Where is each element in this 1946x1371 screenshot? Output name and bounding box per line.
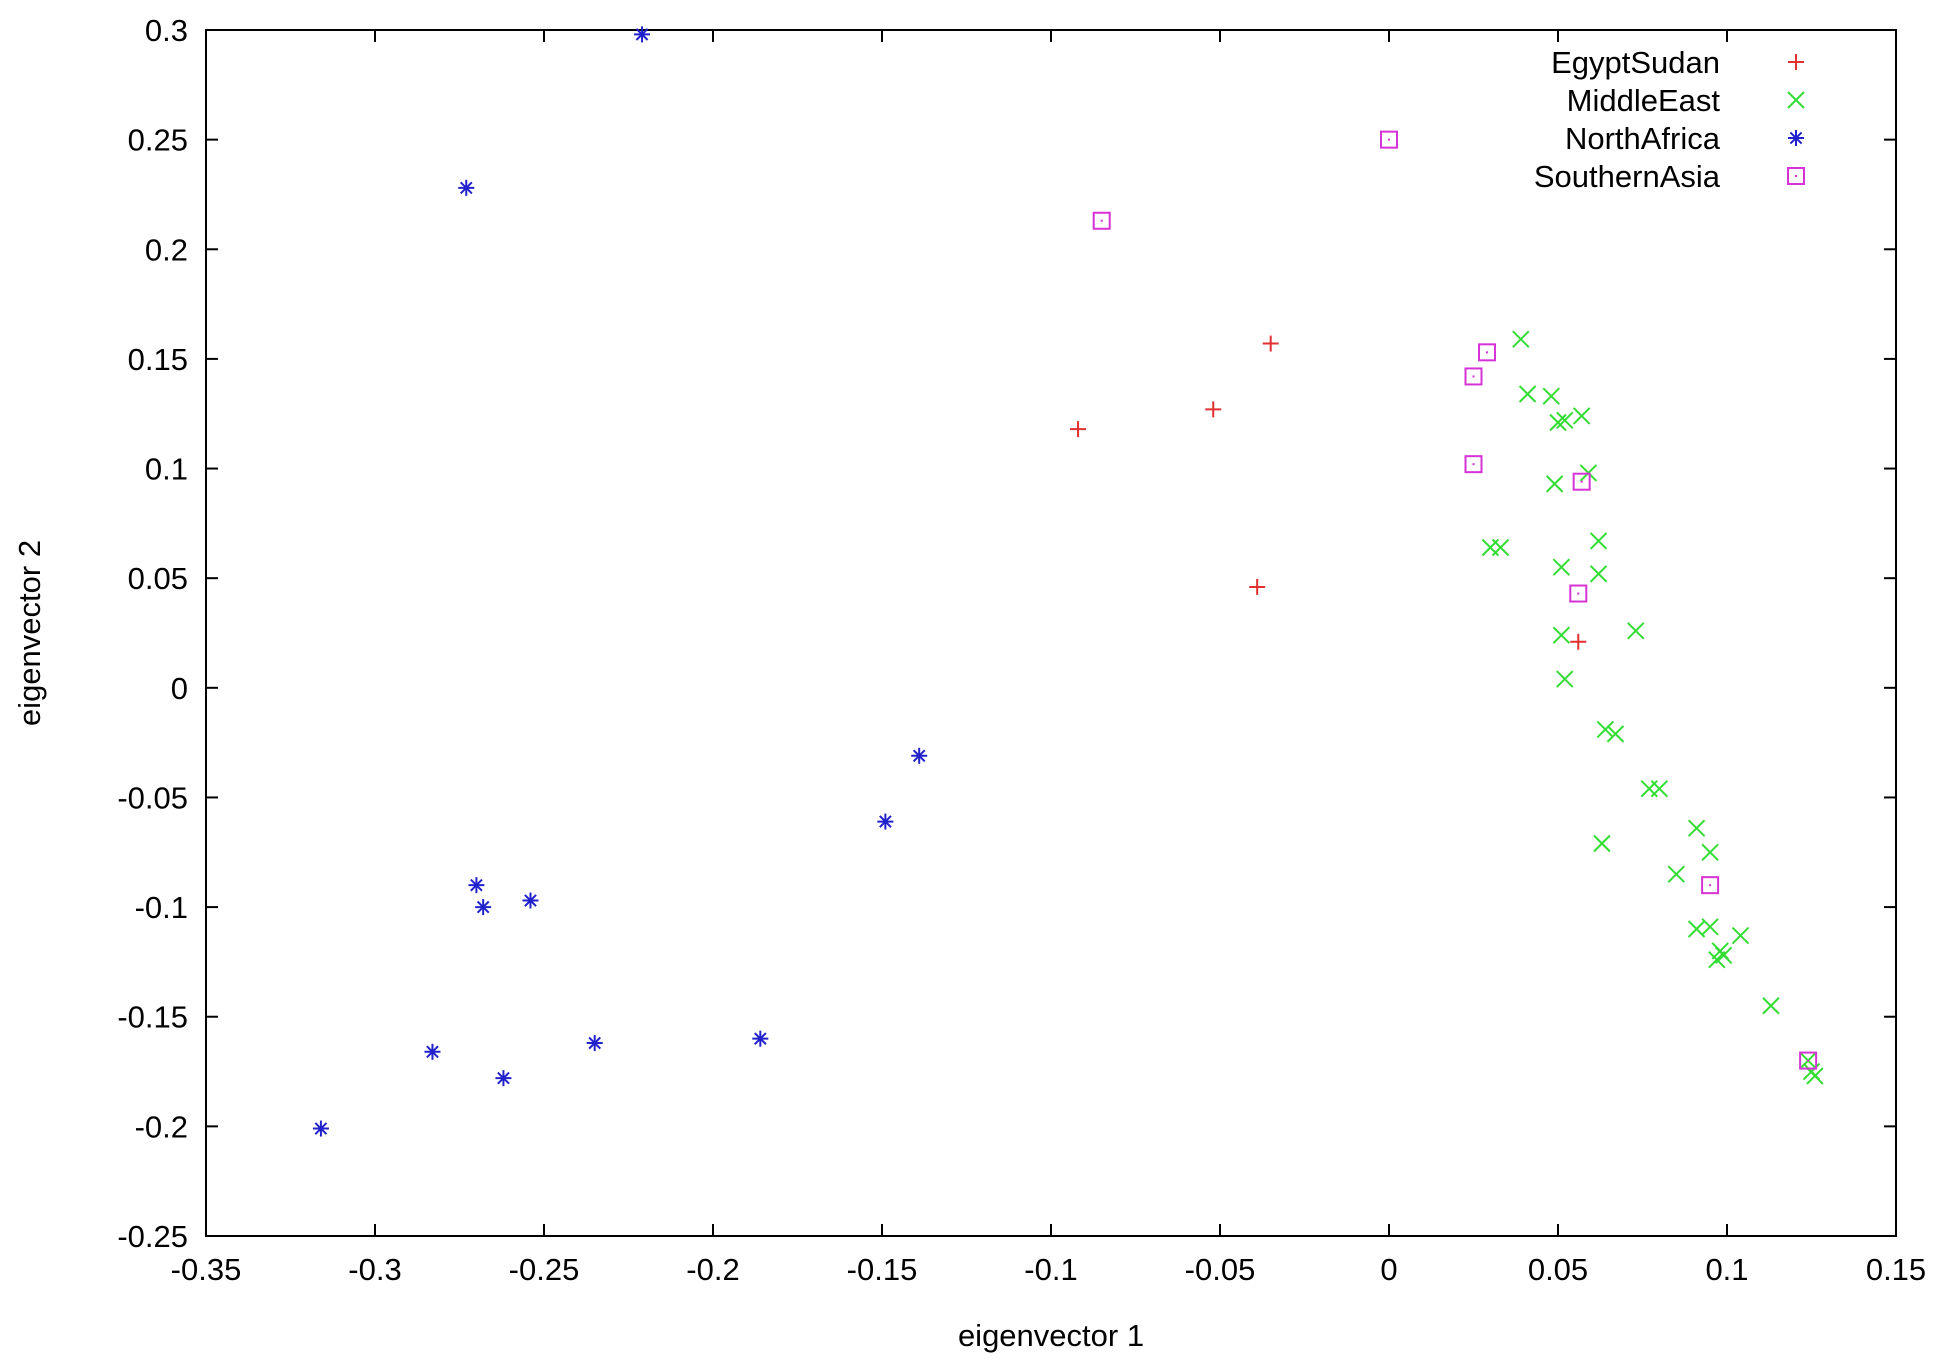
legend-item-egyptsudan: EgyptSudan (1551, 45, 1804, 80)
data-point (634, 26, 651, 43)
data-point (1556, 670, 1574, 688)
legend-label: MiddleEast (1567, 83, 1721, 118)
data-point (1701, 843, 1719, 861)
data-point (752, 1030, 769, 1047)
data-point (1701, 876, 1720, 895)
data-point (1518, 385, 1537, 403)
data-point (1762, 997, 1780, 1015)
legend: EgyptSudanMiddleEastNorthAfricaSouthernA… (1534, 45, 1805, 194)
data-point (424, 1043, 441, 1060)
y-tick-label: -0.1 (135, 890, 188, 925)
x-tick-label: -0.2 (686, 1252, 739, 1287)
data-point (1512, 330, 1530, 348)
data-point (1569, 584, 1588, 603)
data-point (1545, 475, 1564, 493)
data-point (1464, 455, 1483, 474)
legend-label: SouthernAsia (1534, 159, 1721, 194)
data-point (1549, 413, 1567, 432)
x-tick-label: -0.35 (171, 1252, 242, 1287)
series-middleeast (1481, 330, 1824, 1085)
data-point (1701, 918, 1719, 936)
data-point (1593, 834, 1611, 853)
y-tick-label: -0.2 (135, 1109, 188, 1144)
data-point (1572, 472, 1591, 491)
legend-label: EgyptSudan (1551, 45, 1720, 80)
series-egyptsudan (1070, 335, 1587, 650)
axis-ticks: -0.35 -0.3 -0.25 -0.2 -0.15 -0.1 -0.05 0 0.05 0.1… (117, 13, 1926, 1287)
y-tick-label: 0.05 (128, 561, 188, 596)
y-tick-label: 0.25 (128, 123, 188, 158)
y-tick-label: -0.05 (117, 780, 188, 815)
y-tick-label: 0.3 (145, 13, 188, 48)
x-tick-label: -0.15 (847, 1252, 918, 1287)
x-tick-label: 0.15 (1866, 1252, 1926, 1287)
legend-marker (1787, 167, 1805, 185)
data-point (1542, 387, 1560, 405)
data-point (495, 1070, 512, 1087)
y-tick-label: 0.2 (145, 232, 188, 267)
data-point (1806, 1067, 1824, 1085)
legend-marker (1788, 54, 1804, 70)
x-tick-label: 0.1 (1705, 1252, 1748, 1287)
data-point (1205, 401, 1222, 418)
legend-marker (1788, 130, 1804, 146)
data-point (468, 877, 485, 894)
y-tick-label: 0 (171, 671, 188, 706)
data-point (1092, 211, 1111, 230)
data-point (1070, 421, 1087, 438)
x-tick-label: -0.05 (1185, 1252, 1256, 1287)
data-point (1478, 343, 1497, 362)
data-point (1249, 578, 1266, 595)
data-point (1262, 335, 1279, 352)
data-point (877, 813, 894, 830)
y-tick-label: 0.1 (145, 452, 188, 487)
x-tick-label: -0.1 (1024, 1252, 1077, 1287)
legend-item-southernasia: SouthernAsia (1534, 159, 1805, 194)
y-tick-label: -0.25 (117, 1219, 188, 1254)
data-point (1589, 565, 1608, 583)
x-axis-label: eigenvector 1 (958, 1318, 1144, 1353)
x-tick-label: -0.25 (509, 1252, 580, 1287)
y-tick-label: -0.15 (117, 1000, 188, 1035)
plot-frame (205, 29, 1897, 1237)
x-tick-label: 0.05 (1528, 1252, 1588, 1287)
data-point (1731, 926, 1750, 945)
data-point (911, 747, 928, 764)
y-tick-label: 0.15 (128, 342, 188, 377)
data-point (1606, 725, 1625, 743)
data-point (1570, 633, 1587, 650)
legend-marker (1787, 91, 1805, 109)
data-point (312, 1120, 329, 1137)
y-axis-label: eigenvector 2 (12, 540, 47, 726)
plot-area (205, 29, 1897, 1237)
data-point (586, 1035, 603, 1052)
data-point (1380, 130, 1398, 149)
data-markers (312, 26, 1824, 1137)
data-point (522, 892, 539, 909)
data-point (475, 899, 492, 916)
data-point (1464, 367, 1483, 386)
data-point (1491, 538, 1510, 557)
data-point (1596, 720, 1615, 739)
data-point (1799, 1051, 1818, 1070)
legend-item-middleeast: MiddleEast (1567, 83, 1805, 118)
x-tick-label: -0.3 (348, 1252, 401, 1287)
series-southernasia (1092, 130, 1818, 1070)
series-northafrica (312, 26, 928, 1137)
data-point (1552, 558, 1571, 576)
data-point (1589, 532, 1608, 550)
data-point (1687, 819, 1706, 837)
data-point (1572, 407, 1591, 425)
data-point (1667, 865, 1686, 883)
data-point (458, 179, 475, 196)
data-point (1650, 779, 1669, 798)
data-point (1556, 411, 1574, 430)
legend-label: NorthAfrica (1565, 121, 1721, 156)
data-point (1627, 622, 1645, 640)
data-point (1714, 946, 1733, 965)
legend-item-northafrica: NorthAfrica (1565, 121, 1804, 156)
data-point (1552, 626, 1571, 644)
x-tick-label: 0 (1380, 1252, 1397, 1287)
